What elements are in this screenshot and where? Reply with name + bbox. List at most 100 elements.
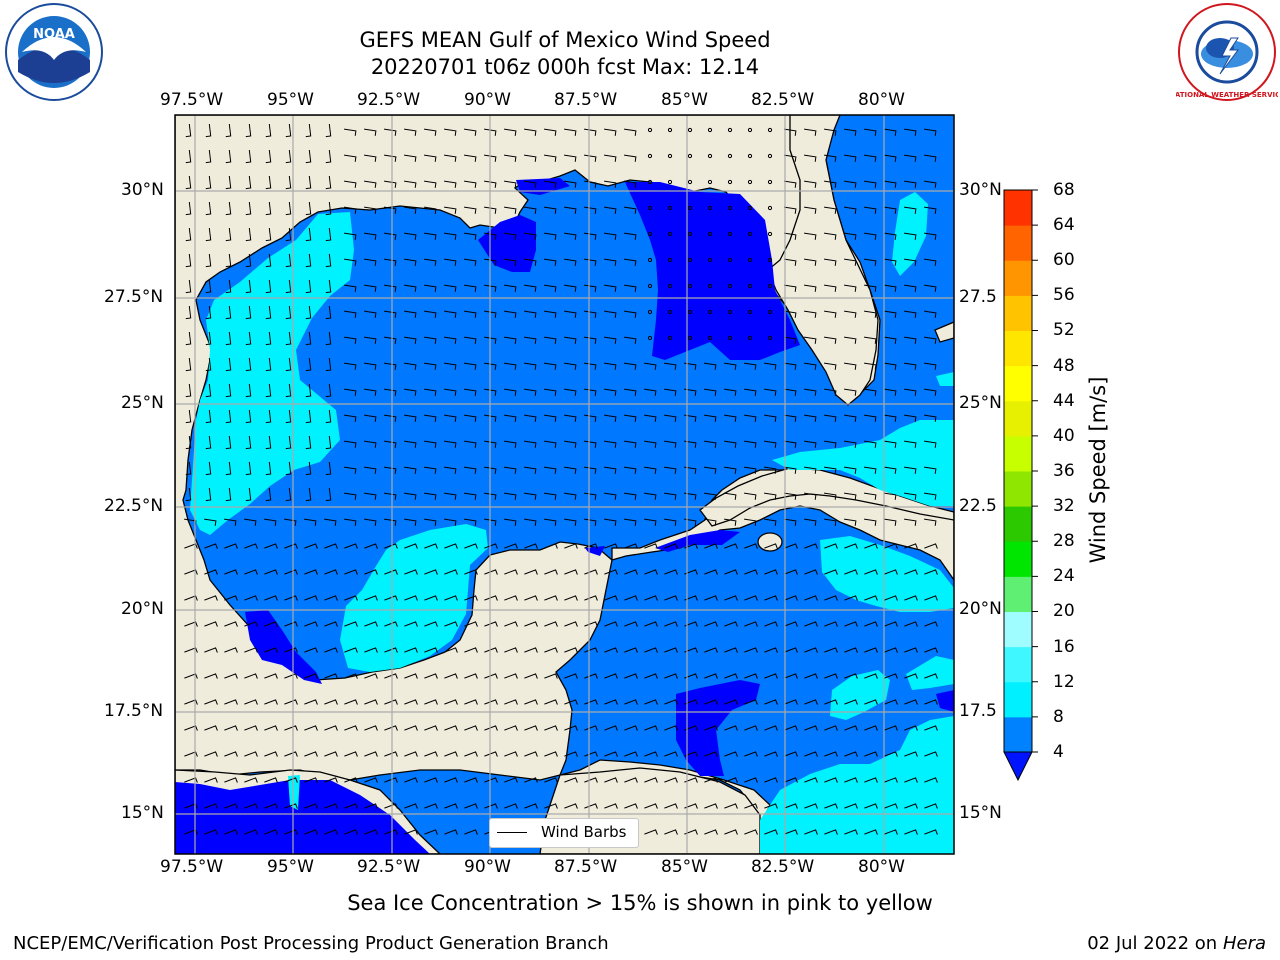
wind-barb <box>904 829 918 835</box>
wind-barb <box>624 725 638 731</box>
wind-barb <box>844 699 858 705</box>
colorbar-tick: 24 <box>1053 566 1075 586</box>
wind-barb <box>864 543 878 549</box>
wind-barb <box>664 518 677 526</box>
noaa-logo-text: NOAA <box>33 27 75 42</box>
lon-label-top: 92.5°W <box>357 90 421 110</box>
wind-barb <box>904 751 918 757</box>
wind-barb <box>524 180 537 188</box>
wind-barb <box>444 829 458 835</box>
wind-barb <box>724 492 737 500</box>
wind-barb <box>524 647 538 653</box>
wind-barb <box>564 595 578 601</box>
wind-barb <box>305 175 312 190</box>
wind-barb <box>564 543 578 549</box>
wind-barb <box>424 829 438 835</box>
wind-barb <box>664 466 677 474</box>
wind-barb <box>344 751 358 757</box>
wind-barb <box>844 492 857 500</box>
wind-barb <box>524 751 538 757</box>
wind-barb <box>204 518 217 526</box>
lon-label-top: 85°W <box>661 90 708 110</box>
wind-barb <box>684 543 698 549</box>
colorbar-tick: 68 <box>1053 180 1075 200</box>
wind-barb <box>784 258 797 266</box>
wind-barb <box>184 673 198 679</box>
wind-barb <box>265 357 272 372</box>
wind-barb <box>464 440 477 448</box>
wind-barb <box>824 336 837 344</box>
wind-barb <box>384 777 398 783</box>
lon-label-bottom: 90°W <box>464 857 511 877</box>
wind-barb <box>484 232 497 240</box>
wind-barb <box>544 492 557 500</box>
wind-barb <box>305 383 312 398</box>
wind-barb <box>904 362 917 370</box>
wind-barb <box>824 777 838 783</box>
wind-barb <box>225 331 232 346</box>
wind-barb <box>604 621 618 627</box>
wind-barb <box>784 647 798 653</box>
lat-label-right: 27.5 <box>959 287 997 307</box>
wind-barb <box>684 595 698 601</box>
wind-barb <box>224 621 238 627</box>
wind-barb <box>704 673 718 679</box>
wind-barb <box>364 388 377 396</box>
wind-barb <box>564 777 578 783</box>
wind-barb <box>384 362 397 370</box>
wind-barb <box>484 284 497 292</box>
wind-barb <box>364 699 378 705</box>
wind-barb <box>325 461 332 476</box>
wind-barb <box>304 829 318 835</box>
wind-barb <box>504 440 517 448</box>
wind-barb <box>604 725 618 731</box>
very-weak-wind-regions <box>175 178 954 854</box>
wind-barb <box>604 258 617 266</box>
wind-barb <box>644 777 658 783</box>
wind-barb <box>544 336 557 344</box>
wind-barb <box>904 725 918 731</box>
wind-barb <box>684 388 697 396</box>
wind-barb-calm <box>747 205 753 211</box>
wind-barb <box>424 180 437 188</box>
wind-barb <box>924 621 938 627</box>
wind-barb <box>804 336 817 344</box>
wind-barb <box>844 310 857 318</box>
wind-barb <box>384 414 397 422</box>
wind-barb <box>224 699 238 705</box>
wind-barb <box>484 466 497 474</box>
chart-title-line2: 20220701 t06z 000h fcst Max: 12.14 <box>370 55 760 79</box>
wind-barb <box>564 180 577 188</box>
wind-barb <box>464 777 478 783</box>
wind-barb <box>185 487 192 502</box>
wind-barb <box>424 595 438 601</box>
wind-barb <box>364 492 377 500</box>
wind-barb <box>584 440 597 448</box>
wind-barb <box>924 362 937 370</box>
wind-barb <box>864 777 878 783</box>
wind-barb <box>245 253 252 268</box>
wind-barb <box>205 279 212 294</box>
wind-barb <box>864 725 878 731</box>
wind-barb <box>444 595 458 601</box>
wind-barb <box>884 518 897 526</box>
wind-barb <box>225 123 232 138</box>
wind-barb <box>884 621 898 627</box>
wind-barb <box>784 829 798 835</box>
wind-barb <box>504 595 518 601</box>
wind-barb <box>924 803 938 809</box>
wind-barb <box>484 595 498 601</box>
wind-barb <box>704 518 717 526</box>
wind-barb <box>544 362 557 370</box>
wind-barb <box>205 383 212 398</box>
wind-barb <box>604 543 618 549</box>
colorbar-segment <box>1004 646 1032 683</box>
wind-barb <box>604 518 617 526</box>
wind-barb <box>564 128 577 136</box>
wind-barb <box>324 595 338 601</box>
wind-barb <box>484 725 498 731</box>
wind-barb <box>264 829 278 835</box>
wind-barb <box>704 595 718 601</box>
colorbar-tick: 4 <box>1053 742 1064 762</box>
wind-barb <box>244 751 258 757</box>
